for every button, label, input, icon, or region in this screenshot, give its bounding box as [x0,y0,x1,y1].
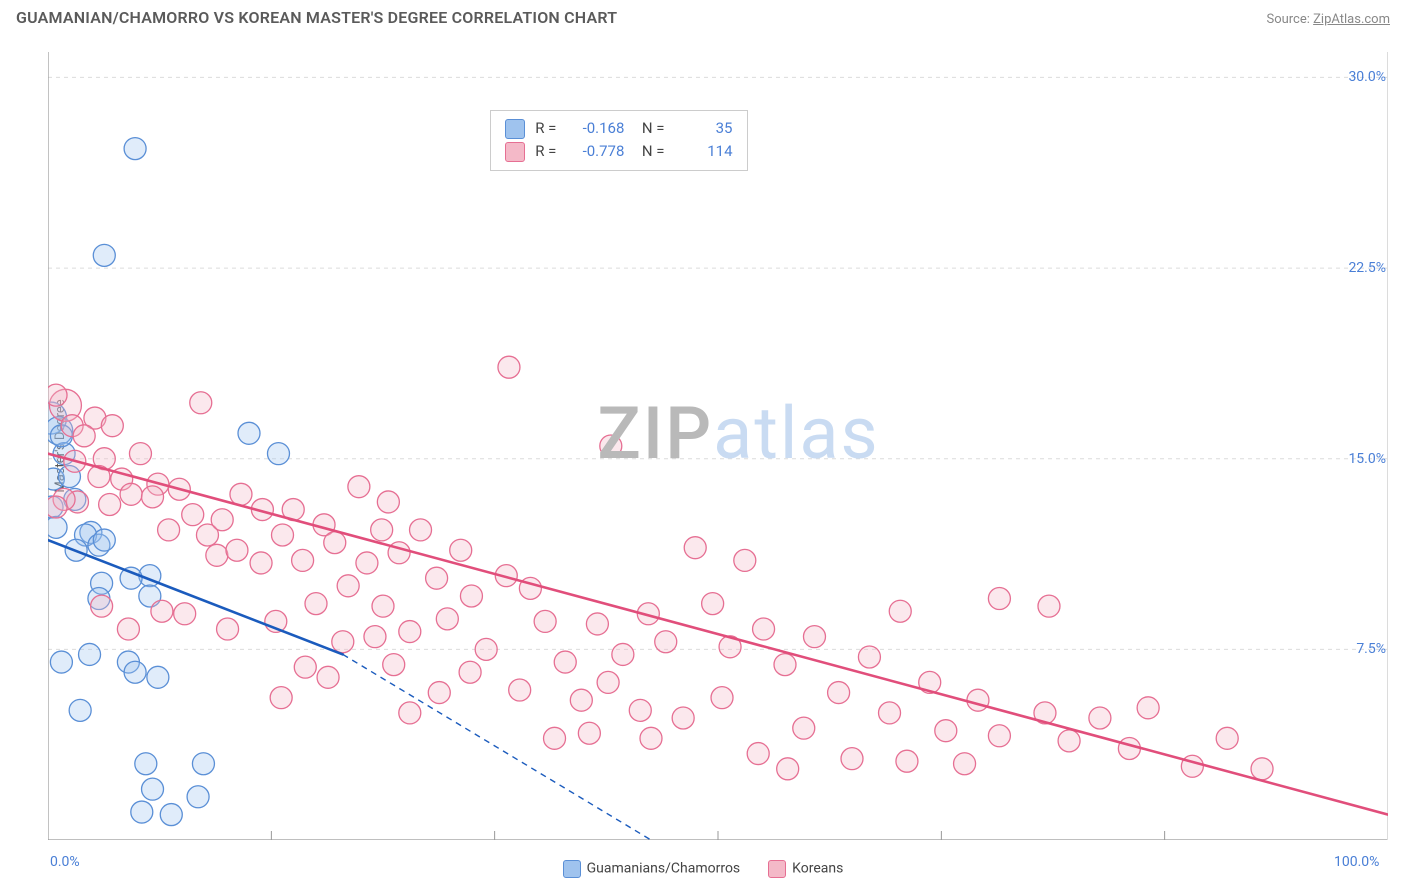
y-tick-label: 7.5% [1356,641,1386,657]
plot-area: ZIPatlas R =-0.168 N =35R =-0.778 N =114 [48,52,1388,840]
chart-title: GUAMANIAN/CHAMORRO VS KOREAN MASTER'S DE… [16,8,617,27]
y-tick-label: 22.5% [1348,260,1386,276]
header-bar: GUAMANIAN/CHAMORRO VS KOREAN MASTER'S DE… [0,0,1406,31]
bottom-legend: Guamanians/Chamorros Koreans [0,860,1406,878]
stats-n-value: 114 [675,140,733,163]
stats-n-label: N = [634,140,664,163]
source-attribution: Source: ZipAtlas.com [1266,12,1390,27]
stats-r-value: -0.778 [566,140,624,163]
y-tick-label: 30.0% [1348,69,1386,85]
stats-r-label: R = [535,140,556,163]
legend-swatch-guamanians [563,860,581,878]
stats-swatch [505,119,525,139]
legend-item-koreans: Koreans [768,860,843,878]
stats-r-label: R = [535,117,556,140]
stats-r-value: -0.168 [566,117,624,140]
stats-row: R = -0.168 N = 35 [505,117,732,140]
stats-row: R = -0.778 N = 114 [505,140,732,163]
correlation-stats-box: R = -0.168 N = 35 R = -0.778 N = 114 [490,110,747,171]
stats-n-label: N = [634,117,664,140]
legend-item-guamanians: Guamanians/Chamorros [563,860,741,878]
legend-label-guamanians: Guamanians/Chamorros [587,861,741,877]
y-tick-label: 15.0% [1348,451,1386,467]
legend-swatch-koreans [768,860,786,878]
legend-label-koreans: Koreans [792,861,843,877]
stats-swatch [505,142,525,162]
stats-n-value: 35 [675,117,733,140]
source-link[interactable]: ZipAtlas.com [1313,12,1390,27]
source-prefix: Source: [1266,12,1313,27]
